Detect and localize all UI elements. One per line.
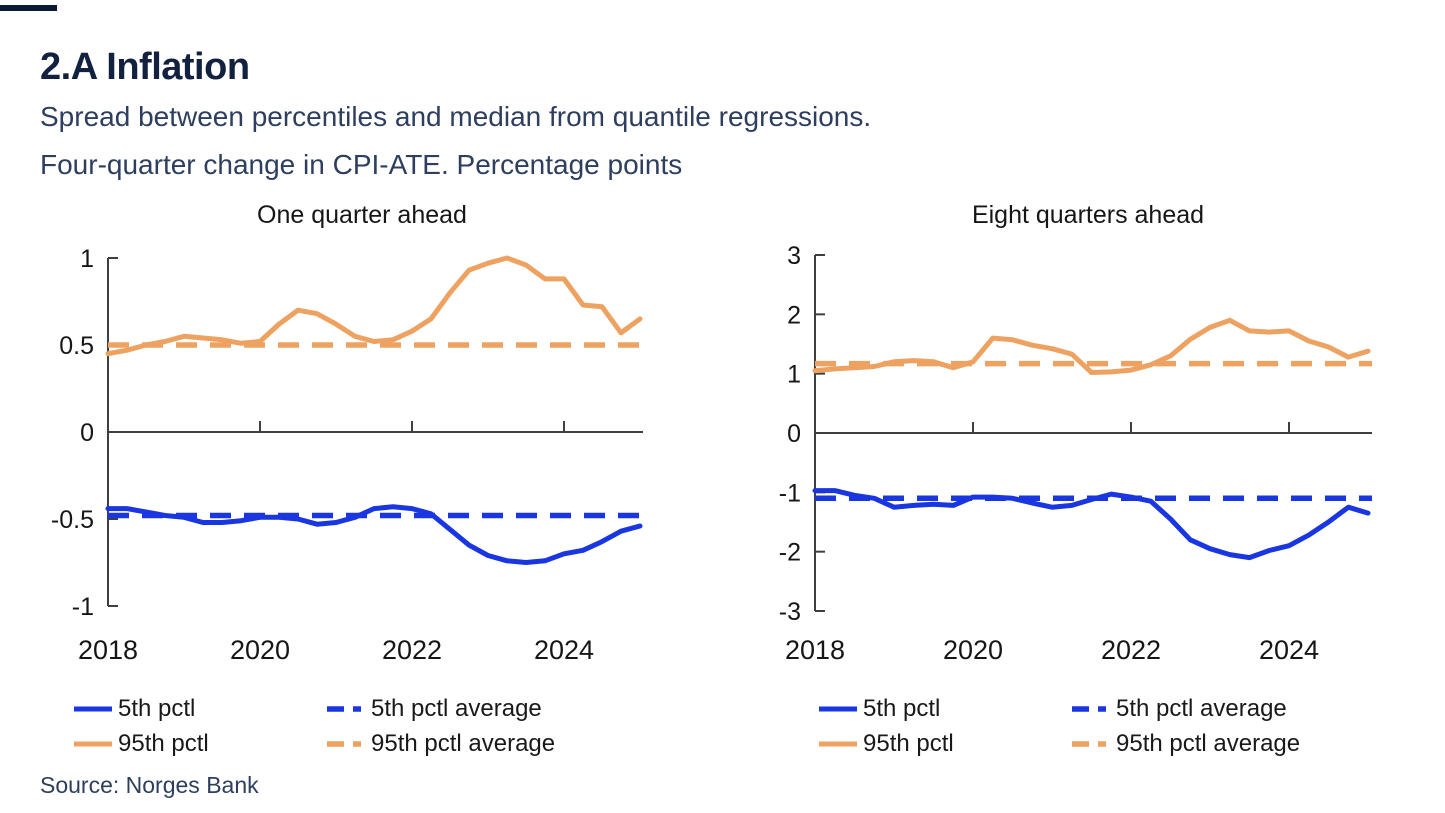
legend-item-95th-pctl-average: 95th pctl average — [326, 730, 556, 757]
legend-item-95th-pctl: 95th pctl — [73, 730, 326, 757]
legend-item-95th-pctl-average: 95th pctl average — [1071, 730, 1301, 757]
y-tick-label: -1 — [72, 593, 94, 621]
x-tick-label: 2024 — [534, 635, 594, 665]
figure-subtitle-line2: Four-quarter change in CPI-ATE. Percenta… — [40, 149, 683, 180]
y-tick-label: -3 — [779, 598, 801, 626]
legend-label: 5th pctl average — [371, 695, 542, 722]
legend-swatch-dashed — [1072, 706, 1110, 712]
figure-subtitle-line1: Spread between percentiles and median fr… — [40, 101, 872, 132]
y-tick-label: -2 — [779, 539, 801, 567]
y-tick-label: 3 — [787, 242, 801, 270]
x-tick-label: 2022 — [1101, 635, 1161, 665]
legend-item-95th-pctl: 95th pctl — [818, 730, 1071, 757]
legend-swatch-solid — [74, 706, 112, 712]
brand-corner-mark — [0, 5, 57, 11]
legend-label: 5th pctl — [118, 695, 196, 722]
legend-swatch-solid — [819, 706, 857, 712]
legend-right-panel: 5th pctl 5th pctl average 95th pctl 95th pc… — [818, 695, 1301, 757]
y-tick-label: 1 — [787, 361, 801, 389]
y-tick-label: 0.5 — [59, 332, 94, 360]
source-note: Source: Norges Bank — [40, 772, 259, 798]
95th-pctl-line — [812, 317, 1371, 375]
chart-title-eight-quarters-ahead: Eight quarters ahead — [971, 201, 1205, 229]
legend-label: 5th pctl average — [1116, 695, 1287, 722]
y-tick-label: -0.5 — [51, 506, 94, 534]
legend-swatch-solid — [819, 741, 857, 747]
y-tick-label: 0 — [80, 419, 94, 447]
legend-swatch-solid — [74, 741, 112, 747]
95th-pctl-line — [105, 255, 643, 357]
legend-label: 95th pctl average — [371, 730, 556, 757]
legend-label: 95th pctl — [118, 730, 209, 757]
y-tick-label: 1 — [80, 245, 94, 273]
legend-left-panel: 5th pctl 5th pctl average 95th pctl 95th pc… — [73, 695, 556, 757]
chart-panel-one-quarter-ahead: 1 0.5 0 -0.5 -1 2018 2020 2022 2024 — [51, 245, 643, 665]
5th-pctl-line — [105, 504, 643, 565]
legend-swatch-dashed — [1072, 741, 1110, 747]
legend-swatch-dashed — [327, 741, 365, 747]
legend-label: 95th pctl — [863, 730, 954, 757]
legend-item-5th-pctl: 5th pctl — [818, 695, 1071, 722]
x-tick-label: 2018 — [785, 635, 845, 665]
legend-item-5th-pctl: 5th pctl — [73, 695, 326, 722]
x-tick-label: 2020 — [943, 635, 1003, 665]
x-tick-label: 2024 — [1259, 635, 1319, 665]
legend-swatch-dashed — [327, 706, 365, 712]
legend-item-5th-pctl-average: 5th pctl average — [326, 695, 555, 722]
chart-panel-eight-quarters-ahead: 3 2 1 0 -1 -2 -3 2018 2020 2022 2024 — [779, 242, 1372, 665]
5th-pctl-line — [812, 488, 1371, 561]
legend-item-5th-pctl-average: 5th pctl average — [1071, 695, 1300, 722]
x-tick-label: 2022 — [382, 635, 442, 665]
figure-title: 2.A Inflation — [40, 46, 250, 88]
y-tick-label: 2 — [787, 301, 801, 329]
y-tick-label: 0 — [787, 420, 801, 448]
y-tick-label: -1 — [779, 479, 801, 507]
x-tick-label: 2018 — [78, 635, 138, 665]
chart-title-one-quarter-ahead: One quarter ahead — [257, 201, 467, 229]
x-tick-label: 2020 — [230, 635, 290, 665]
legend-label: 95th pctl average — [1116, 730, 1301, 757]
legend-label: 5th pctl — [863, 695, 941, 722]
